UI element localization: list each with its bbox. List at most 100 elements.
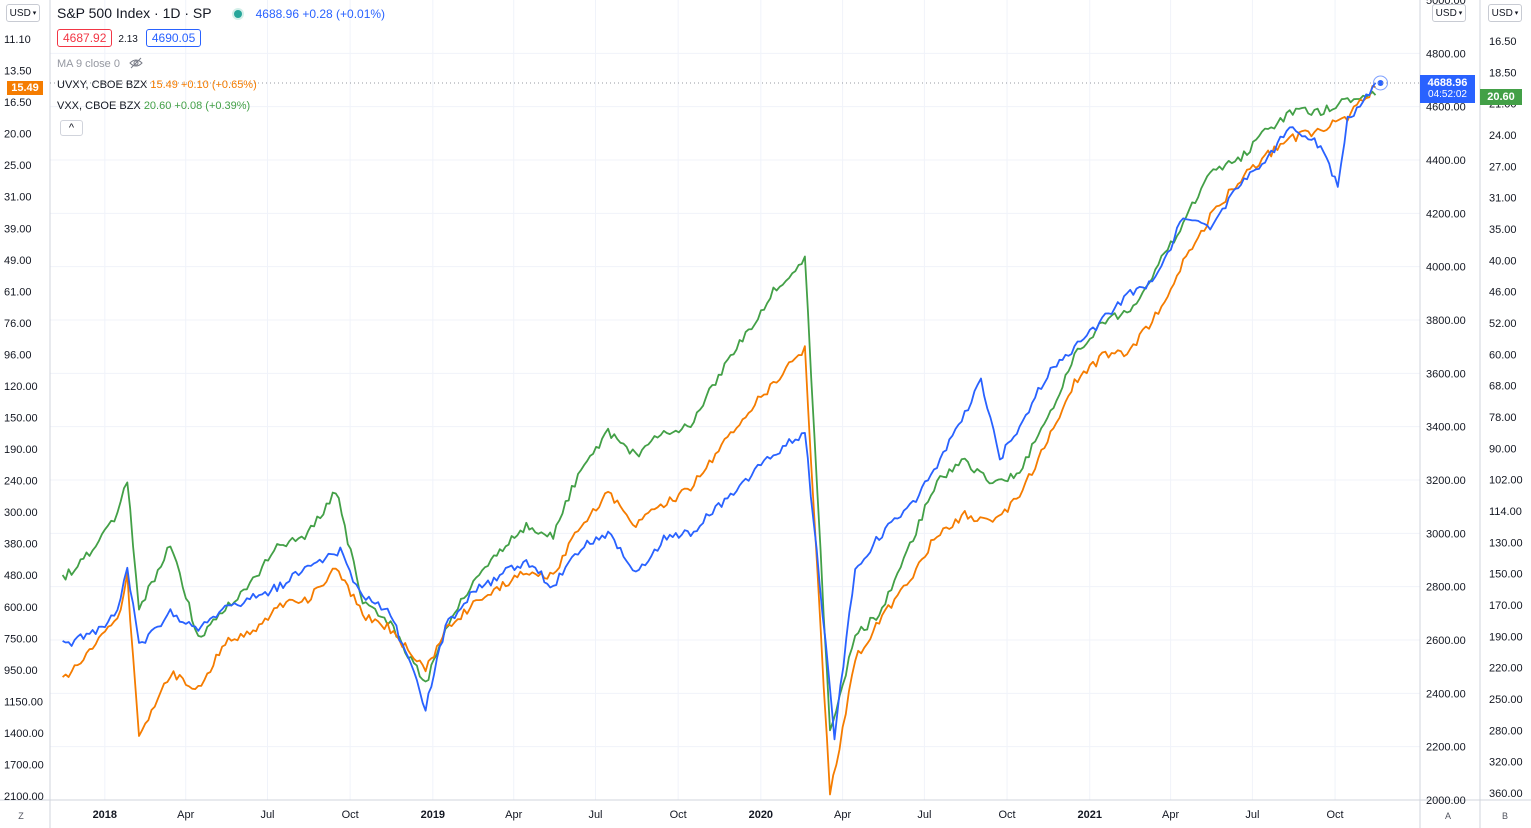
spx-last-price-label: 4688.96 04:52:02 [1420,75,1475,103]
left-tick-label: 20.00 [4,129,32,141]
x-tick-label: Jul [917,809,931,821]
left-tick-label: 1400.00 [4,728,44,740]
left-tick-label: 1700.00 [4,759,44,771]
series-line-vxx [61,90,1377,732]
far-right-tick-label: 78.00 [1489,412,1517,424]
right-tick-label: 4200.00 [1426,208,1466,220]
x-tick-label: Apr [1162,809,1179,821]
zoom-button[interactable]: Z [13,808,29,824]
ma-label: MA 9 close 0 [57,58,120,70]
bid-price[interactable]: 4687.92 [57,29,113,47]
vxx-last-price-label: 20.60 [1480,89,1522,105]
uvxy-value: 15.49 +0.10 (+0.65%) [150,79,257,91]
right-tick-label: 2200.00 [1426,742,1466,754]
chart-grid [50,0,1420,801]
auto-scale-label: A [1444,811,1451,821]
uvxy-last-price: 15.49 [11,82,39,94]
far-right-tick-label: 68.00 [1489,381,1517,393]
left-tick-label: 150.00 [4,413,38,425]
left-tick-label: 300.00 [4,507,38,519]
x-tick-label: Oct [342,809,359,821]
left-tick-label: 240.00 [4,476,38,488]
left-tick-label: 950.00 [4,665,38,677]
eye-off-icon[interactable] [129,57,143,69]
far-right-tick-label: 52.00 [1489,318,1517,330]
left-tick-label: 39.00 [4,223,32,235]
currency-left-button[interactable]: USD ▾ [6,4,40,22]
right-tick-label: 3400.00 [1426,422,1466,434]
left-tick-label: 600.00 [4,602,38,614]
left-tick-label: 380.00 [4,539,38,551]
chevron-down-icon: ▾ [1458,10,1463,17]
far-right-tick-label: 60.00 [1489,349,1517,361]
uvxy-name: UVXY, CBOE BZX [57,79,148,91]
collapse-legend-button[interactable]: ^ [60,120,83,136]
left-tick-label: 120.00 [4,381,38,393]
left-tick-label: 750.00 [4,633,38,645]
currency-far-right-button[interactable]: USD ▾ [1488,4,1522,22]
far-right-tick-label: 360.00 [1489,788,1523,800]
scale-b-button[interactable]: B [1497,808,1513,824]
left-tick-label: 11.10 [4,34,31,46]
vxx-last-price: 20.60 [1487,91,1515,103]
currency-far-right-label: USD [1491,7,1513,19]
x-tick-label: Oct [998,809,1015,821]
x-tick-label: Jul [260,809,274,821]
ask-price[interactable]: 4690.05 [145,29,202,47]
right-tick-label: 3200.00 [1426,475,1466,487]
far-right-tick-label: 170.00 [1489,600,1523,612]
right-tick-label: 4400.00 [1426,155,1466,167]
far-right-tick-label: 46.00 [1489,287,1517,299]
left-tick-label: 76.00 [4,318,32,330]
left-tick-label: 61.00 [4,286,32,298]
left-tick-label: 480.00 [4,570,38,582]
x-tick-label: Oct [1327,809,1344,821]
far-right-tick-label: 90.00 [1489,443,1517,455]
far-right-tick-label: 150.00 [1489,569,1523,581]
x-tick-label: 2018 [93,809,117,821]
far-right-tick-label: 130.00 [1489,537,1523,549]
right-tick-label-partial: 5000.00 [1426,0,1466,7]
currency-right-label: USD [1435,7,1457,19]
left-tick-label: 31.00 [4,192,32,204]
currency-right-button[interactable]: USD ▾ [1432,4,1466,22]
x-tick-label: Apr [505,809,522,821]
far-right-tick-label: 18.50 [1489,67,1517,79]
uvxy-legend[interactable]: UVXY, CBOE BZX 15.49 +0.10 (+0.65%) [57,79,257,91]
far-right-tick-label: 31.00 [1489,193,1517,205]
currency-left-label: USD [9,7,31,19]
chevron-up-icon: ^ [68,122,75,134]
spx-last-price: 4688.96 [1427,77,1468,89]
far-right-tick-label: 114.00 [1489,506,1522,518]
x-tick-label: 2020 [749,809,773,821]
last-point-dot [1377,79,1384,86]
last-point-halo [1373,75,1389,91]
far-right-tick-label: 250.00 [1489,694,1523,706]
left-tick-label: 96.00 [4,349,32,361]
far-right-tick-label: 40.00 [1489,255,1517,267]
far-right-tick-label: 16.50 [1489,36,1517,48]
chevron-down-icon: ▾ [1514,10,1519,17]
ma-indicator-legend[interactable]: MA 9 close 0 [57,57,143,70]
far-right-tick-label: 35.00 [1489,224,1517,236]
vxx-value: 20.60 +0.08 (+0.39%) [143,100,251,112]
x-tick-label: Oct [670,809,687,821]
left-tick-label: 16.50 [4,97,32,109]
right-tick-label: 2800.00 [1426,582,1466,594]
x-tick-label: Jul [588,809,602,821]
right-tick-label: 2400.00 [1426,688,1466,700]
left-tick-label: 2100.00 [4,791,44,803]
x-tick-label: 2021 [1077,809,1101,821]
vxx-legend[interactable]: VXX, CBOE BZX 20.60 +0.08 (+0.39%) [57,100,250,112]
spx-last-change: 4688.96 +0.28 (+0.01%) [255,7,386,21]
auto-scale-button[interactable]: A [1440,808,1456,824]
main-series-legend[interactable]: S&P 500 Index · 1D · SP 4688.96 +0.28 (+0… [57,5,385,21]
x-tick-label: Apr [834,809,851,821]
x-tick-label: 2019 [421,809,445,821]
bid-ask-row: 4687.92 2.13 4690.05 [57,29,207,47]
spread-value: 2.13 [118,34,138,45]
x-tick-label: Jul [1245,809,1259,821]
far-right-tick-label: 280.00 [1489,725,1523,737]
